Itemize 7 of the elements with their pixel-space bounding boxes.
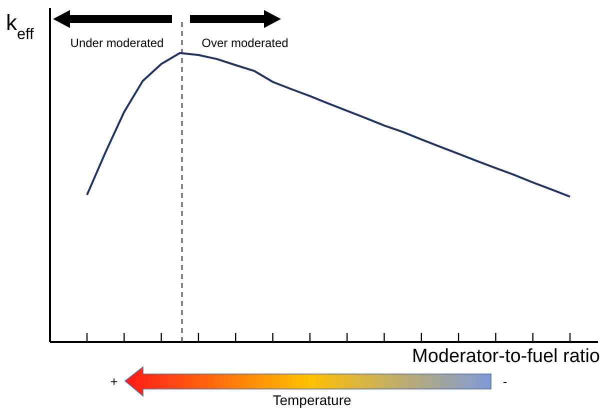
text: Under moderated (70, 36, 164, 50)
text: + (110, 374, 118, 389)
text: Over moderated (202, 36, 288, 50)
x-axis-title: Moderator-to-fuel ratio (412, 346, 600, 367)
text: - (502, 374, 508, 389)
text: Temperature (272, 392, 352, 408)
y-axis-title: k$_{eff}$ (6, 10, 35, 42)
